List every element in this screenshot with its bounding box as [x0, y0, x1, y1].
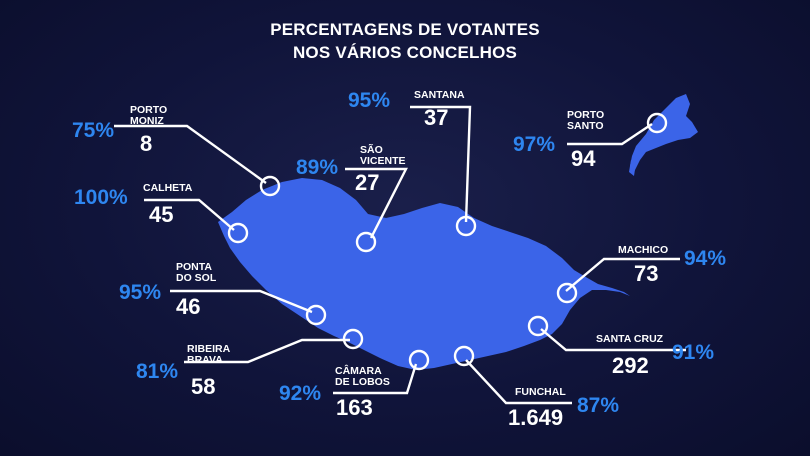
label-machico: MACHICO	[618, 244, 669, 256]
label-ribeira-brava: RIBEIRA BRAVA	[187, 343, 231, 366]
count-machico: 73	[634, 261, 659, 286]
leader-line-machico	[565, 257, 680, 292]
percent-camara-de-lobos: 92%	[279, 382, 322, 405]
porto-santo-island	[630, 94, 698, 172]
count-calheta: 45	[149, 202, 174, 227]
percent-ponta-do-sol: 95%	[119, 281, 162, 304]
title-line-2: NOS VÁRIOS CONCELHOS	[292, 43, 518, 62]
marker-ponta-do-sol	[305, 304, 327, 326]
leader-line-ponta-do-sol	[170, 289, 313, 314]
percent-porto-santo: 97%	[513, 133, 556, 156]
count-santa-cruz: 292	[612, 353, 649, 378]
islet	[629, 160, 636, 176]
percent-porto-moniz: 75%	[72, 119, 115, 142]
leader-line-ribeira-brava	[184, 338, 350, 364]
marker-calheta	[227, 222, 249, 244]
count-funchal: 1.649	[508, 405, 564, 430]
leader-line-calheta	[144, 198, 235, 231]
leader-line-porto-moniz	[114, 124, 267, 184]
percent-machico: 94%	[684, 247, 727, 270]
marker-porto-moniz	[259, 175, 281, 197]
label-santana: SANTANA	[414, 89, 465, 101]
marker-porto-santo	[646, 112, 668, 134]
label-camara-de-lobos: CÂMARA DE LOBOS	[335, 365, 390, 388]
percent-santa-cruz: 91%	[672, 341, 715, 364]
label-porto-santo: PORTO SANTO	[567, 109, 605, 132]
marker-funchal	[453, 345, 475, 367]
count-ponta-do-sol: 46	[176, 294, 201, 319]
label-calheta: CALHETA	[143, 182, 193, 194]
leader-line-santana	[410, 105, 472, 223]
label-santa-cruz: SANTA CRUZ	[596, 333, 664, 345]
count-santana: 37	[424, 105, 449, 130]
label-porto-moniz: PORTO MONIZ	[130, 104, 168, 127]
title-line-1: PERCENTAGENS DE VOTANTES	[270, 20, 540, 39]
percent-funchal: 87%	[577, 394, 620, 417]
count-ribeira-brava: 58	[191, 374, 216, 399]
chart-title: PERCENTAGENS DE VOTANTES NOS VÁRIOS CONC…	[0, 18, 810, 64]
leader-line-porto-santo	[567, 123, 653, 146]
count-porto-santo: 94	[571, 146, 596, 171]
leader-line-camara-de-lobos	[333, 363, 418, 395]
marker-santa-cruz	[527, 315, 549, 337]
marker-sao-vicente	[355, 231, 377, 253]
marker-camara-de-lobos	[408, 349, 430, 371]
leader-line-santa-cruz	[540, 328, 686, 352]
percent-santana: 95%	[348, 89, 391, 112]
marker-santana	[455, 215, 477, 237]
percent-ribeira-brava: 81%	[136, 360, 179, 383]
label-funchal: FUNCHAL	[515, 386, 566, 398]
leader-line-sao-vicente	[345, 167, 408, 239]
marker-ribeira-brava	[342, 328, 364, 350]
label-sao-vicente: SÃO VICENTE	[360, 144, 406, 167]
count-camara-de-lobos: 163	[336, 395, 373, 420]
count-sao-vicente: 27	[355, 170, 380, 195]
label-ponta-do-sol: PONTA DO SOL	[176, 261, 217, 284]
leader-line-funchal	[465, 359, 572, 405]
madeira-island	[218, 178, 630, 370]
percent-calheta: 100%	[74, 186, 128, 209]
percent-sao-vicente: 89%	[296, 156, 339, 179]
count-porto-moniz: 8	[140, 131, 153, 156]
marker-machico	[556, 282, 578, 304]
